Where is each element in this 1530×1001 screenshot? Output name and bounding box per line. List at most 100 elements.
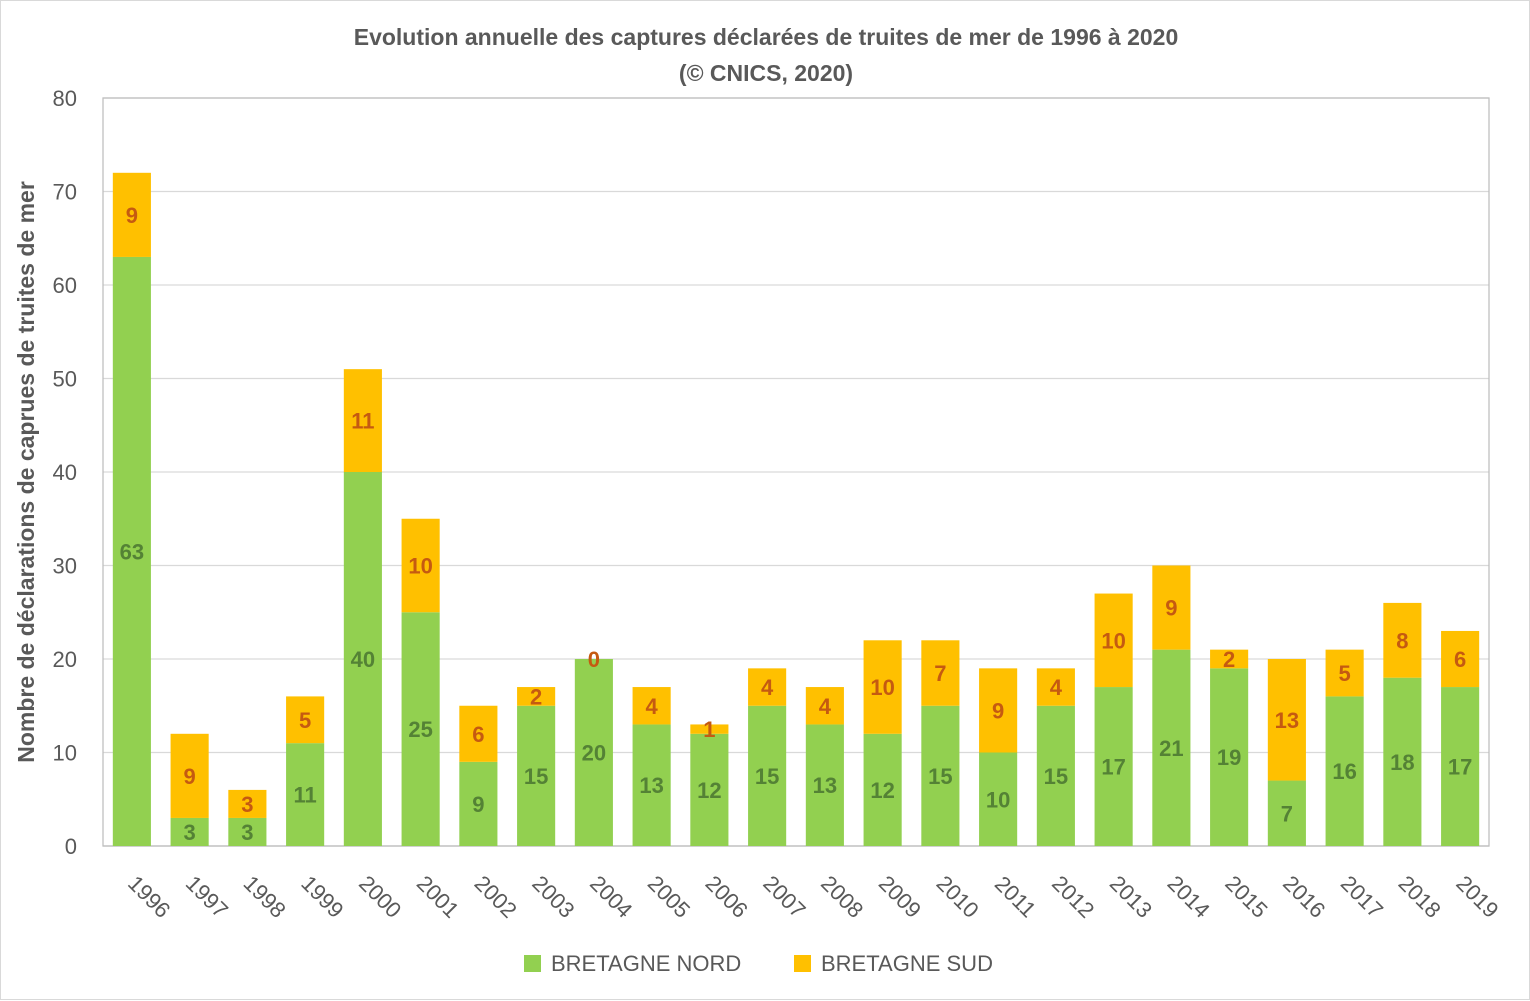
x-tick-label: 2006	[701, 871, 753, 923]
x-tick-label: 2012	[1047, 871, 1099, 923]
data-label: 15	[928, 764, 952, 789]
data-label: 10	[408, 554, 432, 579]
data-label: 13	[1275, 708, 1299, 733]
data-label: 17	[1448, 755, 1472, 780]
bar-bretagne-nord	[1441, 687, 1480, 846]
legend: BRETAGNE NORD BRETAGNE SUD	[524, 951, 993, 976]
data-label: 40	[351, 647, 375, 672]
y-tick-label: 50	[53, 367, 77, 392]
bar-bretagne-nord	[343, 472, 382, 846]
y-tick-label: 80	[53, 86, 77, 111]
bar-bretagne-sud	[517, 687, 556, 706]
bar-bretagne-sud	[690, 724, 729, 734]
x-tick-label: 2018	[1394, 871, 1446, 923]
bar-bretagne-sud	[1441, 630, 1480, 688]
x-tick-label: 2013	[1105, 871, 1157, 923]
bars	[112, 172, 1480, 846]
data-label: 19	[1217, 745, 1241, 770]
x-tick-label: 2002	[470, 871, 522, 923]
data-label: 5	[1339, 661, 1351, 686]
bar-bretagne-nord	[1383, 677, 1422, 846]
data-label: 16	[1332, 759, 1356, 784]
x-tick-label: 1998	[239, 871, 291, 923]
data-label: 15	[524, 764, 548, 789]
data-label: 25	[408, 717, 432, 742]
y-tick-label: 70	[53, 180, 77, 205]
x-tick-label: 2000	[354, 871, 406, 923]
x-tick-label: 2001	[412, 871, 464, 923]
data-label: 12	[870, 778, 894, 803]
data-label: 13	[639, 773, 663, 798]
bar-bretagne-sud	[1267, 659, 1306, 781]
data-label: 63	[120, 539, 144, 564]
bar-bretagne-nord	[1267, 780, 1306, 846]
data-label: 15	[1044, 764, 1068, 789]
x-tick-label: 2005	[643, 871, 695, 923]
bar-bretagne-sud	[1094, 593, 1133, 688]
data-label: 5	[299, 708, 311, 733]
bar-bretagne-sud	[863, 640, 902, 734]
data-label: 21	[1159, 736, 1183, 761]
x-tick-label: 2014	[1163, 871, 1215, 923]
data-label: 9	[184, 764, 196, 789]
data-label: 6	[472, 722, 484, 747]
chart-subtitle: (© CNICS, 2020)	[679, 60, 853, 86]
y-axis-label: Nombre de déclarations de caprues de tru…	[13, 181, 39, 763]
data-label: 4	[646, 694, 659, 719]
bar-bretagne-sud	[748, 668, 787, 706]
x-tick-label: 2008	[816, 871, 868, 923]
data-label: 3	[241, 792, 253, 817]
y-tick-label: 0	[65, 834, 77, 859]
data-label: 15	[755, 764, 779, 789]
bar-bretagne-sud	[805, 687, 844, 725]
bar-bretagne-nord	[1094, 687, 1133, 846]
data-label: 9	[126, 203, 138, 228]
bar-bretagne-sud	[1036, 668, 1075, 706]
bar-bretagne-sud	[343, 369, 382, 472]
bar-bretagne-nord	[1152, 649, 1191, 846]
bar-bretagne-nord	[1210, 668, 1249, 846]
x-tick-label: 2016	[1278, 871, 1330, 923]
data-label: 3	[184, 820, 196, 845]
data-label: 10	[1101, 628, 1125, 653]
bar-bretagne-nord	[1036, 705, 1075, 846]
x-tick-label: 2003	[527, 871, 579, 923]
bar-bretagne-nord	[401, 612, 440, 846]
bar-bretagne-sud	[1152, 565, 1191, 650]
y-tick-label: 10	[53, 741, 77, 766]
data-label: 9	[1165, 596, 1177, 621]
legend-swatch	[524, 955, 541, 972]
bar-bretagne-nord	[805, 724, 844, 846]
data-label: 9	[992, 698, 1004, 723]
x-tick-label: 2009	[874, 871, 926, 923]
bar-bretagne-nord	[459, 761, 498, 846]
bar-bretagne-nord	[112, 256, 151, 846]
data-label: 4	[761, 675, 774, 700]
bar-bretagne-sud	[921, 640, 960, 706]
bar-bretagne-sud	[979, 668, 1018, 753]
bar-bretagne-nord	[921, 705, 960, 846]
legend-label: BRETAGNE NORD	[551, 951, 741, 976]
data-label: 2	[1223, 647, 1235, 672]
bar-bretagne-sud	[1210, 649, 1249, 669]
bar-bretagne-sud	[1383, 602, 1422, 678]
data-label: 1	[703, 717, 715, 742]
x-tick-label: 1996	[123, 871, 175, 923]
bar-bretagne-nord	[170, 817, 209, 846]
bar-bretagne-nord	[632, 724, 671, 846]
bar-bretagne-nord	[863, 733, 902, 846]
data-label: 10	[870, 675, 894, 700]
x-tick-label: 2004	[585, 871, 637, 923]
gridlines	[102, 97, 1490, 847]
data-label: 7	[934, 661, 946, 686]
data-label: 6	[1454, 647, 1466, 672]
legend-swatch	[794, 955, 811, 972]
data-label: 4	[1050, 675, 1063, 700]
bar-bretagne-sud	[401, 518, 440, 613]
data-label: 8	[1396, 628, 1408, 653]
data-label: 18	[1390, 750, 1414, 775]
bar-bretagne-nord	[979, 752, 1018, 846]
